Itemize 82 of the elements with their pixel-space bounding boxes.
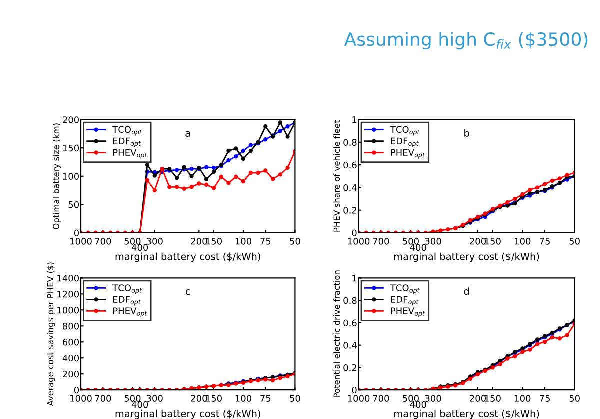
x-tick-label: 75 — [260, 395, 271, 402]
y-tick-label: 1 — [352, 275, 357, 282]
y-axis-title: Average cost savings per PHEV ($) — [47, 262, 56, 406]
legend-label: EDF$_{opt}$ — [391, 138, 419, 148]
annotation: d — [464, 288, 469, 296]
x-tick-label: 200 — [470, 395, 486, 402]
y-tick-label: 1 — [352, 116, 357, 124]
x-tick-label: 75 — [540, 238, 550, 245]
y-tick-label: 100 — [63, 173, 80, 180]
x-tick-label: 75 — [260, 238, 271, 245]
y-tick-label: 150 — [63, 144, 80, 152]
legend-label: PHEV$_{opt}$ — [391, 149, 426, 159]
x-tick-label: 150 — [485, 238, 501, 245]
y-tick-label: 0.6 — [344, 162, 357, 169]
x-axis-title: marginal battery cost ($/kWh) — [116, 410, 260, 419]
x-tick-label: 200 — [191, 238, 208, 245]
y-axis-title: PHEV share of vehicle fleet — [334, 120, 340, 232]
annotation: b — [464, 129, 470, 137]
legend-label: EDF$_{opt}$ — [113, 296, 142, 306]
y-tick-label: 800 — [62, 322, 80, 330]
annotation: a — [186, 131, 190, 137]
x-tick-label: 50 — [570, 395, 580, 402]
x-tick-label: 150 — [485, 395, 501, 402]
legend-label: TCO$_{opt}$ — [390, 284, 420, 294]
legend-label: TCO$_{opt}$ — [112, 126, 142, 136]
x-tick-label: 100 — [236, 395, 252, 402]
y-tick-label: 600 — [63, 338, 80, 346]
x-tick-label: 150 — [206, 238, 222, 245]
x-tick-label: 300 — [425, 395, 442, 402]
legend-label: EDF$_{opt}$ — [113, 138, 142, 148]
y-tick-label: 1400 — [58, 274, 80, 282]
y-tick-label: 0.2 — [344, 207, 357, 214]
legend-label: EDF$_{opt}$ — [391, 296, 419, 306]
y-tick-label: 200 — [63, 116, 80, 124]
y-tick-label: 0 — [74, 230, 80, 237]
y-tick-label: 200 — [63, 370, 80, 378]
x-tick-label: 500 — [124, 395, 141, 402]
y-tick-label: 0 — [74, 386, 80, 394]
x-tick-label: 50 — [290, 238, 300, 245]
legend-label: PHEV$_{opt}$ — [113, 149, 148, 159]
x-tick-label: 150 — [206, 395, 222, 402]
chart-title: Assuming high C$_{fix}$ ($3500) — [344, 32, 588, 50]
y-tick-label: 0.2 — [344, 364, 357, 372]
x-tick-label: 500 — [124, 238, 141, 245]
x-tick-label: 100 — [236, 238, 252, 245]
x-tick-label: 700 — [95, 238, 112, 245]
x-tick-label: 50 — [570, 238, 580, 245]
y-tick-label: 0.8 — [344, 139, 357, 146]
y-tick-label: 1000 — [58, 306, 80, 314]
y-tick-label: 0 — [352, 386, 357, 394]
legend-label: TCO$_{opt}$ — [112, 284, 142, 294]
x-tick-label: 300 — [146, 395, 163, 402]
x-tick-label: 75 — [540, 395, 550, 402]
y-axis-title: Potential electric drive fraction — [334, 270, 340, 398]
x-tick-label: 700 — [95, 395, 112, 402]
x-axis-title: marginal battery cost ($/kWh) — [394, 252, 540, 262]
x-tick-label: 300 — [425, 238, 442, 245]
y-tick-label: 400 — [62, 354, 80, 362]
x-tick-label: 100 — [515, 238, 531, 245]
x-tick-label: 500 — [403, 395, 419, 402]
x-axis-title: marginal battery cost ($/kWh) — [394, 410, 540, 419]
legend-label: PHEV$_{opt}$ — [113, 308, 148, 318]
legend-label: PHEV$_{opt}$ — [391, 308, 426, 318]
y-tick-label: 0.4 — [344, 342, 357, 349]
y-tick-label: 0 — [352, 230, 357, 237]
x-tick-label: 50 — [290, 395, 300, 402]
x-tick-label: 500 — [403, 238, 419, 245]
y-axis-title: Optimal battery size (km) — [52, 124, 61, 230]
x-tick-label: 700 — [373, 395, 390, 402]
legend-label: TCO$_{opt}$ — [390, 126, 420, 136]
annotation: c — [186, 290, 190, 296]
y-tick-label: 50 — [68, 201, 80, 208]
y-tick-label: 1200 — [58, 290, 80, 298]
y-tick-label: 0.6 — [344, 320, 357, 327]
x-tick-label: 200 — [191, 395, 208, 402]
y-tick-label: 0.4 — [344, 184, 357, 192]
y-tick-label: 0.8 — [344, 297, 357, 304]
x-axis-title: marginal battery cost ($/kWh) — [116, 252, 260, 262]
x-tick-label: 200 — [470, 238, 486, 245]
x-tick-label: 300 — [146, 238, 163, 245]
x-tick-label: 100 — [515, 395, 531, 402]
x-tick-label: 700 — [373, 238, 390, 245]
